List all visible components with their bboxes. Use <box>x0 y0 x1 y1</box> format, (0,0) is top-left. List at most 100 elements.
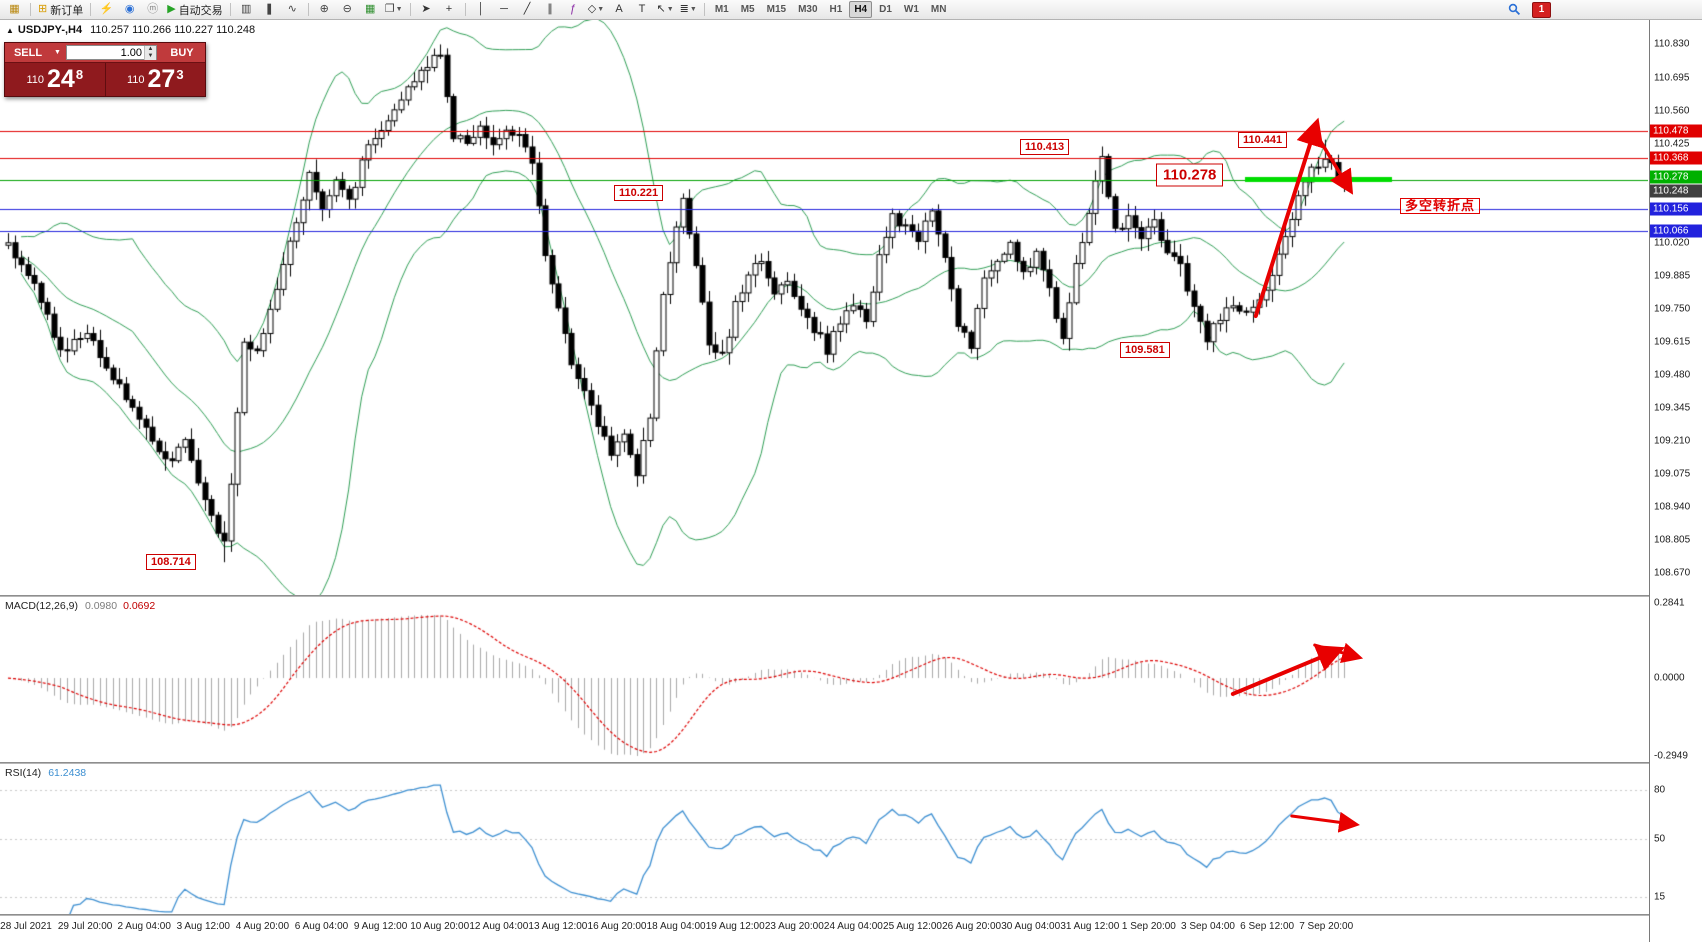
indicators-icon[interactable]: ≣ ▼ <box>677 0 700 19</box>
chart-window-icon: ▦ <box>9 3 20 15</box>
panel-separator[interactable] <box>0 595 1702 597</box>
timeframe-m1-button[interactable]: M1 <box>714 4 729 15</box>
time-axis-label: 29 Jul 20:00 <box>57 921 113 932</box>
time-axis-label: 1 Sep 20:00 <box>1121 921 1176 932</box>
buy-button-header[interactable]: BUY <box>170 46 194 59</box>
shapes-icon[interactable]: ◇ ▼ <box>585 0 608 19</box>
macd-axis-label: -0.2949 <box>1654 750 1688 762</box>
dropdown-caret-icon: ▼ <box>597 6 605 13</box>
market-icon[interactable]: ⓜ <box>141 0 164 19</box>
text-icon[interactable]: A <box>608 0 631 19</box>
expand-quote-icon[interactable]: ▲ <box>6 26 14 35</box>
timeframe-h1-button[interactable]: H1 <box>829 4 843 15</box>
rsi-chart-canvas[interactable] <box>0 764 1648 914</box>
cascade-windows-icon[interactable]: ❐ ▼ <box>382 0 406 19</box>
time-axis-label: 16 Aug 20:00 <box>587 921 647 932</box>
price-annotation[interactable]: 108.714 <box>146 554 196 571</box>
vertical-line-icon: │ <box>477 3 485 15</box>
notification-badge[interactable]: 1 <box>1532 1 1551 18</box>
rsi-value: 61.2438 <box>48 767 87 779</box>
panel-separator[interactable] <box>0 914 1702 916</box>
bar-chart-icon[interactable]: ▥ <box>235 0 258 19</box>
text-label-icon: T <box>638 3 646 15</box>
fibonacci-icon[interactable]: ƒ <box>562 0 585 19</box>
zoom-out-icon[interactable]: ⊖ <box>336 0 359 19</box>
rsi-panel[interactable]: RSI(14) 61.2438 <box>0 764 1648 914</box>
timeframe-m15-button[interactable]: M15 <box>766 4 787 15</box>
sell-price-button[interactable]: 110 24 8 <box>5 63 105 96</box>
text-label-icon[interactable]: T <box>631 0 654 19</box>
time-axis-label: 13 Aug 12:00 <box>528 921 588 932</box>
price-panel[interactable]: ▲ USDJPY-,H4 110.257 110.266 110.227 110.2… <box>0 20 1648 595</box>
one-click-trading-panel: SELL ▼ ▲ ▼ BUY 110 24 8 <box>4 42 206 97</box>
main-chart-canvas[interactable] <box>0 20 1648 595</box>
panel-separator[interactable] <box>0 762 1702 764</box>
chart-window-icon[interactable]: ▦ <box>3 0 26 19</box>
buy-price-button[interactable]: 110 27 3 <box>106 63 206 96</box>
timeframe-w1-button[interactable]: W1 <box>903 4 919 15</box>
macd-indicator-label: MACD(12,26,9) 0.0980 0.0692 <box>5 600 155 612</box>
time-axis[interactable]: 28 Jul 2021 29 Jul 20:00 2 Aug 04:00 3 Aug … <box>0 916 1649 942</box>
search-icon[interactable] <box>1503 0 1526 19</box>
timeframe-d1-button[interactable]: D1 <box>879 4 892 15</box>
price-annotation[interactable]: 110.441 <box>1238 131 1288 148</box>
timeframe-m30-button[interactable]: M30 <box>798 4 818 15</box>
price-axis-highlight: 110.368 <box>1650 151 1702 164</box>
crosshair-icon: + <box>445 3 453 15</box>
vertical-line-icon[interactable]: │ <box>470 0 493 19</box>
price-annotation[interactable]: 110.221 <box>614 185 664 202</box>
timeframe-m5-button[interactable]: M5 <box>740 4 755 15</box>
time-axis-label: 2 Aug 04:00 <box>117 921 171 932</box>
cascade-windows-icon: ❐ <box>384 3 395 15</box>
zoom-in-icon[interactable]: ⊕ <box>313 0 336 19</box>
zoom-out-icon: ⊖ <box>342 3 352 15</box>
macd-chart-canvas[interactable] <box>0 597 1648 762</box>
arrow-tools-icon[interactable]: ↖ ▼ <box>654 0 677 19</box>
trendline-icon: ╱ <box>523 3 531 15</box>
time-axis-label: 4 Aug 20:00 <box>235 921 290 932</box>
price-axis-label: 110.830 <box>1654 38 1690 50</box>
tile-windows-icon[interactable]: ▦ <box>359 0 382 19</box>
dropdown-caret-icon: ▼ <box>666 6 674 13</box>
time-axis-label: 28 Jul 2021 <box>0 921 52 932</box>
lot-decrease-icon[interactable]: ▼ <box>145 52 156 60</box>
price-axis-highlight: 110.248 <box>1650 184 1702 198</box>
macd-panel[interactable]: MACD(12,26,9) 0.0980 0.0692 <box>0 597 1648 762</box>
cursor-icon[interactable]: ➤ <box>415 0 438 19</box>
price-annotation[interactable]: 110.278 <box>1156 163 1224 187</box>
timeframe-h4-button[interactable]: H4 <box>849 1 873 18</box>
price-axis-label: 108.670 <box>1654 567 1691 579</box>
price-axis-highlight: 110.066 <box>1650 224 1702 238</box>
lot-increase-icon[interactable]: ▲ <box>145 45 156 53</box>
trade-panel-menu-caret-icon[interactable]: ▼ <box>54 49 61 56</box>
market-icon: ⓜ <box>147 3 159 15</box>
lot-size-input[interactable] <box>67 46 144 59</box>
candlestick-chart-icon: ❚ <box>264 3 274 15</box>
community-icon[interactable]: ◉ <box>118 0 141 19</box>
horizontal-line-icon[interactable]: ─ <box>493 0 516 19</box>
chart-window[interactable]: ▲ USDJPY-,H4 110.257 110.266 110.227 110.2… <box>0 20 1702 942</box>
price-axis-label: 110.695 <box>1654 72 1690 83</box>
price-axis[interactable]: 110.830110.695110.560110.425110.290110.1… <box>1649 20 1702 942</box>
rsi-name: RSI(14) <box>5 767 42 779</box>
toolbar-right-group: 1 <box>1503 0 1551 19</box>
price-annotation[interactable]: 109.581 <box>1120 342 1170 359</box>
price-axis-highlight: 110.156 <box>1650 202 1702 216</box>
toolbar-separator <box>30 3 31 16</box>
sell-button-header[interactable]: SELL <box>13 46 43 59</box>
trendline-icon[interactable]: ╱ <box>516 0 539 19</box>
toolbar-separator <box>464 3 466 16</box>
price-annotation[interactable]: 110.413 <box>1020 138 1070 155</box>
line-chart-icon[interactable]: ∿ <box>281 0 304 19</box>
crosshair-icon[interactable]: + <box>438 0 461 19</box>
new-order-button[interactable]: ⊞ 新订单 <box>35 0 86 19</box>
metaeditor-icon[interactable]: ⚡ <box>95 0 118 19</box>
auto-trading-button[interactable]: ▶ 自动交易 <box>164 0 225 19</box>
channel-icon[interactable]: ∥ <box>539 0 562 19</box>
timeframe-mn-button[interactable]: MN <box>930 4 947 15</box>
buy-price-big-figure: 110 <box>126 74 145 86</box>
price-axis-label: 110.560 <box>1654 105 1690 117</box>
price-annotation[interactable]: 多空转折点 <box>1400 197 1481 214</box>
time-axis-label: 31 Aug 12:00 <box>1060 921 1120 932</box>
candlestick-chart-icon[interactable]: ❚ <box>258 0 281 19</box>
